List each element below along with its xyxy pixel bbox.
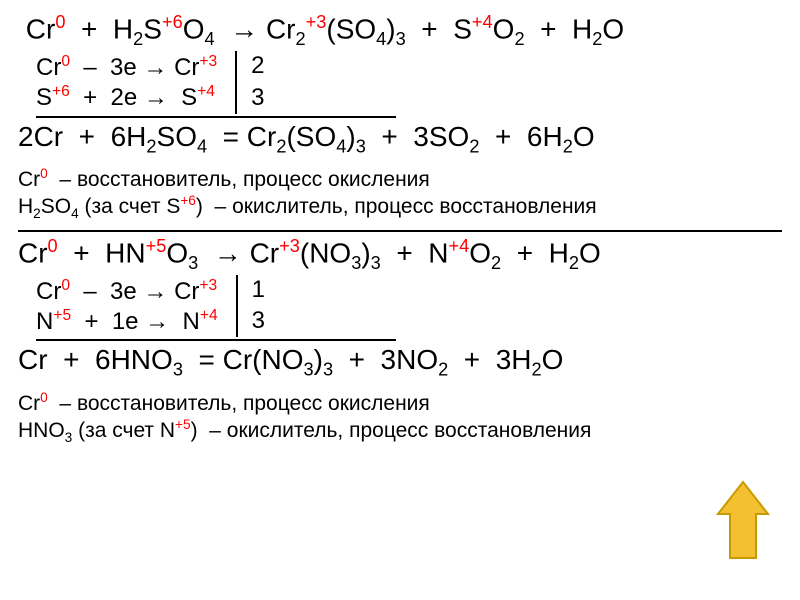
eq1-mult1: 2 [251,53,264,79]
eq1-unbalanced: Cr0 + H2S+6O4 → Cr2+3(SO4)3 + S+4O2 + H2… [18,12,782,49]
eq1-balanced: 2Cr + 6H2SO4 = Cr2(SO4)3 + 3SO2 + 6H2O [18,122,782,157]
eq2-half2: N+5 + 1e → N+4 [36,307,218,335]
eq1-half1: Cr0 – 3e → Cr+3 [36,53,217,81]
eq2-half1: Cr0 – 3e → Cr+3 [36,277,218,305]
eq2-half-reactions: Cr0 – 3e → Cr+3 N+5 + 1e → N+4 1 3 [36,275,782,338]
eq2-unbalanced: Cr0 + HN+5O3 → Cr+3(NO3)3 + N+4O2 + H2O [18,236,782,273]
eq2-underline [36,339,396,341]
up-arrow-icon [716,480,770,562]
eq2-role1: Cr0 – восстановитель, процесс окисления [18,390,782,415]
eq2-mult1: 1 [252,277,265,303]
eq1-half-reactions: Cr0 – 3e → Cr+3 S+6 + 2e → S+4 2 3 [36,51,782,114]
eq1-vbar [235,51,237,114]
eq1-mult2: 3 [251,85,264,111]
eq1-role1: Cr0 – восстановитель, процесс окисления [18,166,782,191]
eq2-mult2: 3 [252,308,265,334]
eq2-role2: HNO3 (за счет N+5) – окислитель, процесс… [18,417,782,445]
eq1-underline [36,116,396,118]
eq1-role2: H2SO4 (за счет S+6) – окислитель, процес… [18,193,782,221]
eq2-vbar [236,275,238,338]
separator [18,230,782,232]
eq2-balanced: Cr + 6HNO3 = Cr(NO3)3 + 3NO2 + 3H2O [18,345,782,380]
eq1-half2: S+6 + 2e → S+4 [36,83,217,111]
